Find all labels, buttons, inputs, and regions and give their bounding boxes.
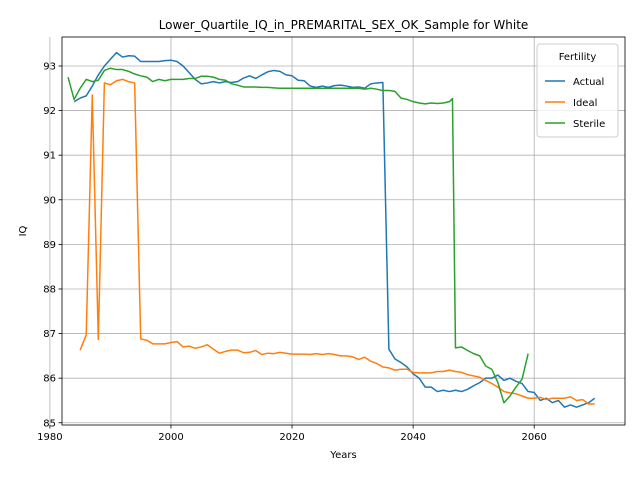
x-tick-label: 1980 <box>37 432 62 443</box>
legend-box <box>536 43 619 138</box>
x-tick-label: 2040 <box>400 432 425 443</box>
y-tick-label: 92 <box>43 106 56 117</box>
y-tick-label: 85 <box>43 418 56 429</box>
legend-entries: Actual Ideal Sterile <box>545 77 605 130</box>
plot-area-frame <box>61 36 626 426</box>
y-tick-label: 89 <box>43 240 56 251</box>
legend-entry-actual: Actual <box>545 77 604 88</box>
legend-label: Ideal <box>573 98 597 109</box>
y-tick-label: 90 <box>43 195 56 206</box>
y-tick-label: 87 <box>43 329 56 340</box>
y-tick-label: 86 <box>43 374 56 385</box>
legend-title: Fertility <box>559 52 597 63</box>
legend-label: Sterile <box>573 119 605 130</box>
legend-label: Actual <box>573 77 604 88</box>
legend-entry-ideal: Ideal <box>545 98 597 109</box>
legend: Fertility Actual Ideal Sterile <box>536 43 619 138</box>
y-tick-label: 93 <box>43 61 56 72</box>
x-axis-ticks: 1980 2000 2020 2040 2060 <box>37 425 547 443</box>
x-tick-label: 2060 <box>521 432 546 443</box>
x-tick-label: 2000 <box>158 432 183 443</box>
series-line-sterile <box>67 67 529 404</box>
x-tick-label: 2020 <box>279 432 304 443</box>
x-axis-label: Years <box>329 450 356 461</box>
grid <box>49 37 625 425</box>
y-tick-label: 91 <box>43 151 56 162</box>
series-line-actual <box>73 51 596 408</box>
y-axis-label: IQ <box>18 225 29 236</box>
series-lines <box>67 51 596 408</box>
y-axis-ticks: 85 86 87 88 89 90 91 92 93 <box>43 61 62 429</box>
legend-entry-sterile: Sterile <box>545 119 605 130</box>
y-tick-label: 88 <box>43 284 56 295</box>
chart-title: Lower_Quartile_IQ_in_PREMARITAL_SEX_OK_S… <box>159 18 529 32</box>
series-line-ideal <box>79 78 595 405</box>
